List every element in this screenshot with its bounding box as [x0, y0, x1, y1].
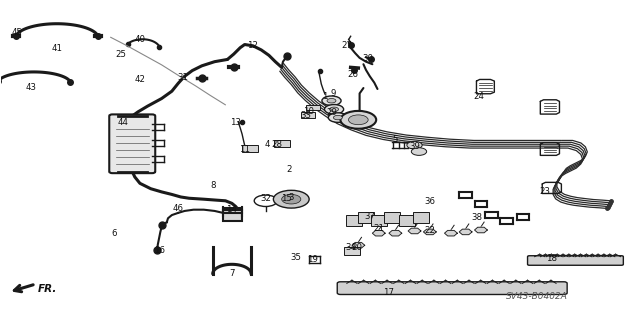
Text: 38: 38 — [471, 213, 482, 222]
Circle shape — [322, 96, 341, 106]
Text: 35: 35 — [290, 253, 301, 262]
Text: SV43-B0402A: SV43-B0402A — [506, 292, 568, 301]
Polygon shape — [372, 230, 385, 236]
Text: 37: 37 — [364, 211, 375, 220]
Circle shape — [407, 141, 422, 149]
Text: 40: 40 — [134, 35, 145, 44]
Text: 24: 24 — [473, 92, 484, 101]
Circle shape — [282, 195, 301, 204]
Polygon shape — [445, 230, 458, 236]
Circle shape — [330, 107, 339, 112]
Circle shape — [412, 148, 427, 155]
Circle shape — [349, 115, 368, 125]
Bar — [306, 105, 320, 110]
Text: 4: 4 — [265, 140, 270, 149]
FancyBboxPatch shape — [337, 282, 567, 294]
Text: 22: 22 — [424, 226, 435, 234]
Text: 36: 36 — [424, 197, 435, 206]
Bar — [242, 145, 258, 152]
Bar — [371, 215, 387, 226]
Text: 18: 18 — [546, 254, 557, 263]
Polygon shape — [408, 228, 421, 234]
Bar — [346, 215, 362, 226]
Text: 11: 11 — [239, 145, 250, 154]
Text: 16: 16 — [154, 246, 164, 255]
Text: 32: 32 — [260, 194, 271, 203]
Text: 14: 14 — [227, 205, 237, 214]
Bar — [282, 195, 296, 201]
Text: 43: 43 — [26, 83, 37, 92]
Text: 41: 41 — [51, 44, 62, 54]
Bar — [358, 211, 374, 223]
Text: 44: 44 — [118, 117, 129, 127]
Circle shape — [273, 190, 309, 208]
Bar — [399, 215, 415, 226]
Text: 10: 10 — [303, 107, 314, 116]
Text: 45: 45 — [11, 28, 22, 37]
Polygon shape — [424, 229, 436, 235]
Bar — [344, 248, 360, 256]
Text: 31: 31 — [177, 73, 188, 82]
Text: 17: 17 — [383, 288, 394, 297]
Text: 5: 5 — [392, 135, 398, 144]
Text: 19: 19 — [307, 255, 318, 264]
Text: 8: 8 — [210, 181, 216, 190]
Circle shape — [333, 115, 342, 120]
Text: 34: 34 — [345, 243, 356, 252]
Text: 42: 42 — [134, 75, 145, 84]
Bar — [223, 208, 242, 221]
Text: 1: 1 — [323, 92, 328, 101]
Text: 9: 9 — [330, 89, 335, 98]
Bar — [384, 211, 400, 223]
Bar — [274, 140, 290, 147]
Text: 29: 29 — [326, 108, 337, 117]
Text: FR.: FR. — [38, 284, 57, 294]
Text: 13: 13 — [230, 117, 241, 127]
Polygon shape — [389, 230, 402, 236]
Text: 30: 30 — [362, 54, 373, 63]
Circle shape — [327, 99, 336, 103]
Text: 27: 27 — [341, 41, 353, 50]
Text: 7: 7 — [229, 269, 235, 278]
FancyBboxPatch shape — [109, 115, 156, 173]
Text: 21: 21 — [373, 224, 384, 233]
Circle shape — [324, 105, 344, 114]
FancyBboxPatch shape — [527, 256, 623, 265]
Text: 39: 39 — [409, 142, 420, 151]
Text: 23: 23 — [540, 187, 550, 197]
Text: 2: 2 — [287, 165, 292, 174]
Text: 25: 25 — [115, 49, 126, 59]
Circle shape — [340, 111, 376, 129]
Text: 26: 26 — [348, 70, 358, 79]
Polygon shape — [474, 227, 487, 233]
Polygon shape — [460, 229, 472, 235]
Text: 15: 15 — [282, 194, 292, 203]
Text: 6: 6 — [111, 229, 117, 238]
Polygon shape — [352, 242, 365, 248]
Text: 46: 46 — [173, 204, 184, 213]
Text: 12: 12 — [248, 41, 259, 50]
Text: 28: 28 — [271, 140, 282, 149]
Bar — [301, 112, 315, 118]
Circle shape — [328, 113, 348, 122]
Bar — [413, 211, 429, 223]
Text: 33: 33 — [300, 111, 312, 120]
Text: 3: 3 — [289, 193, 294, 202]
Text: 20: 20 — [351, 243, 362, 252]
